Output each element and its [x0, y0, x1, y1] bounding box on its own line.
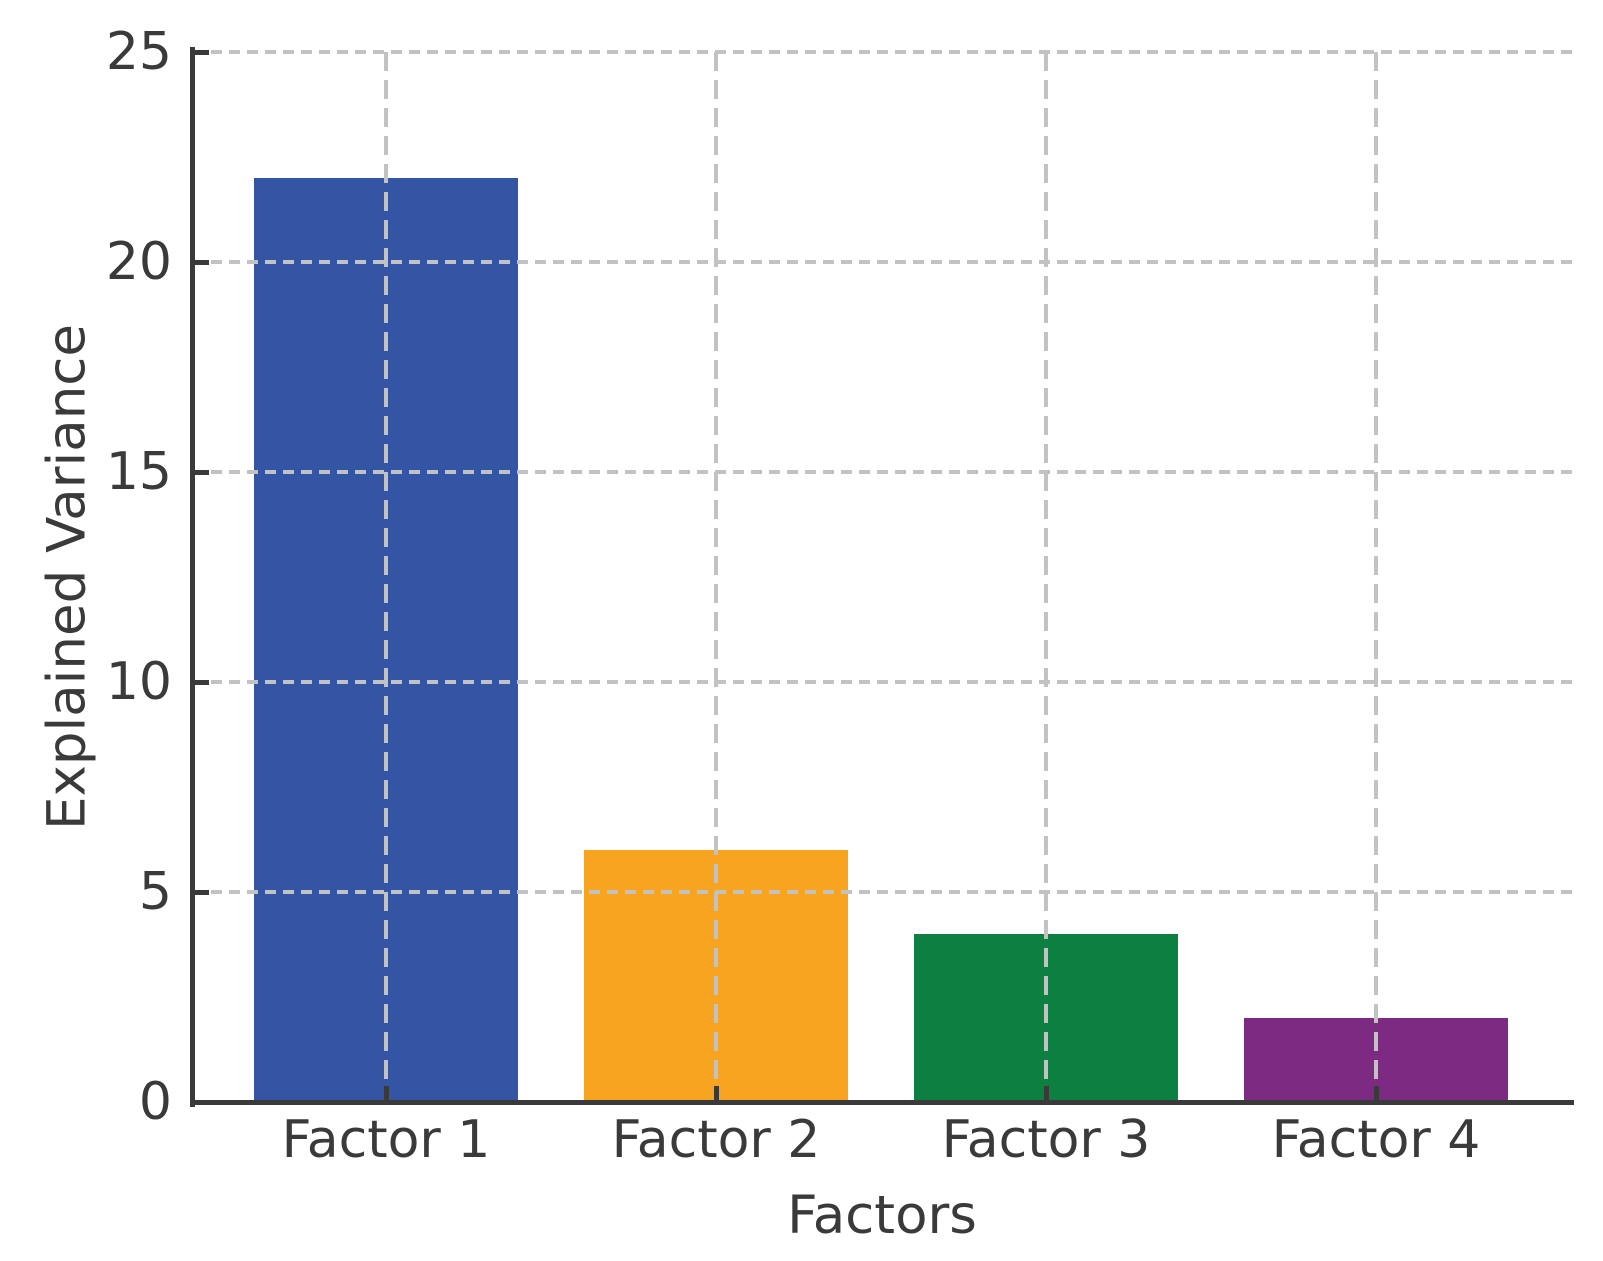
y-tick-label-10: 10	[105, 652, 172, 712]
h-gridline-25	[193, 50, 1574, 54]
v-gridline-2	[714, 52, 718, 1102]
y-tick-mark-20	[193, 259, 209, 265]
x-tick-label-1: Factor 1	[281, 1110, 491, 1170]
h-gridline-5	[193, 890, 1574, 894]
y-tick-mark-10	[193, 679, 209, 685]
x-tick-mark-2	[713, 1086, 719, 1102]
v-gridline-3	[1044, 52, 1048, 1102]
v-gridline-4	[1374, 52, 1378, 1102]
x-tick-label-4: Factor 4	[1271, 1110, 1481, 1170]
y-tick-label-25: 25	[105, 22, 172, 82]
y-tick-label-20: 20	[105, 232, 172, 292]
h-gridline-20	[193, 260, 1574, 264]
y-tick-label-0: 0	[138, 1072, 172, 1132]
x-tick-mark-3	[1043, 1086, 1049, 1102]
y-tick-mark-0	[193, 1099, 209, 1105]
x-tick-label-3: Factor 3	[941, 1110, 1151, 1170]
y-tick-mark-15	[193, 469, 209, 475]
y-tick-mark-25	[193, 49, 209, 55]
y-tick-mark-5	[193, 889, 209, 895]
x-tick-mark-4	[1373, 1086, 1379, 1102]
x-axis-title: Factors	[787, 1185, 977, 1246]
x-tick-label-2: Factor 2	[611, 1110, 821, 1170]
h-gridline-15	[193, 470, 1574, 474]
x-tick-mark-1	[383, 1086, 389, 1102]
y-axis-title: Explained Variance	[36, 323, 98, 831]
x-axis-spine	[190, 1100, 1574, 1105]
h-gridline-10	[193, 680, 1574, 684]
v-gridline-1	[384, 52, 388, 1102]
y-tick-label-5: 5	[138, 862, 172, 922]
y-axis-spine	[190, 47, 195, 1107]
y-tick-label-15: 15	[105, 442, 172, 502]
